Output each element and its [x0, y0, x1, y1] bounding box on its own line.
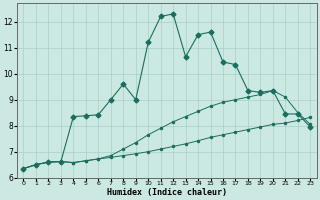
X-axis label: Humidex (Indice chaleur): Humidex (Indice chaleur)	[107, 188, 227, 197]
